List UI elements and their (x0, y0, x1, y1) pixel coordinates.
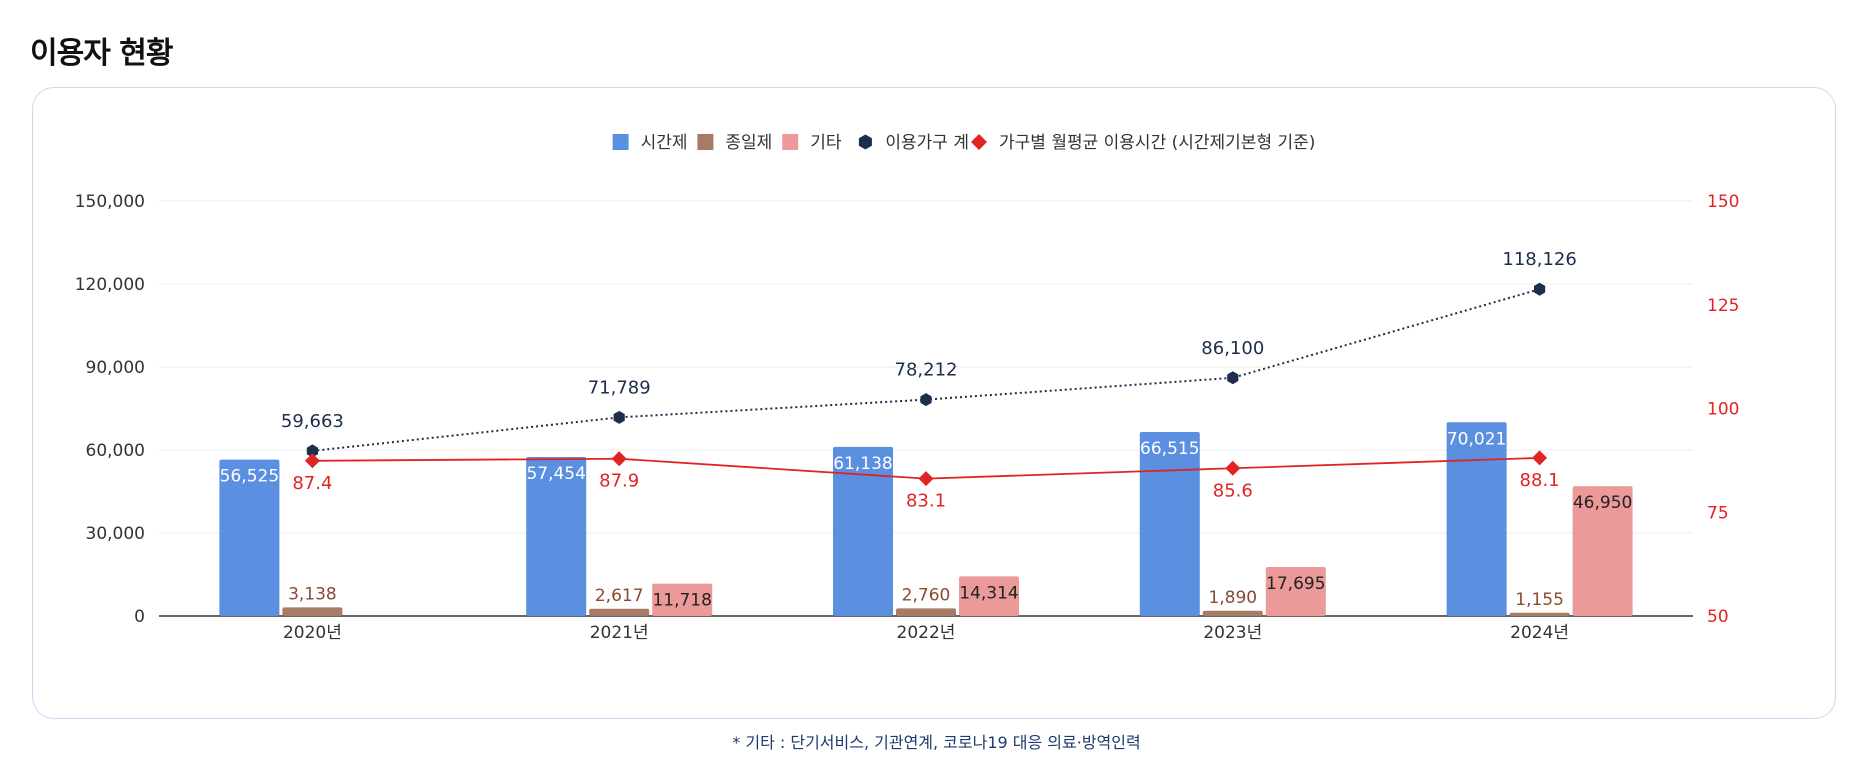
x-tick-label: 2021년 (590, 623, 649, 643)
households-data-label: 86,100 (1201, 338, 1264, 359)
y-left-tick-label: 60,000 (86, 441, 145, 461)
y-left-tick-label: 0 (134, 607, 145, 627)
x-tick-label: 2020년 (283, 623, 342, 643)
legend-swatch (697, 134, 714, 150)
bar (1139, 431, 1200, 616)
bar (219, 459, 280, 616)
hours-data-label: 87.9 (599, 471, 639, 492)
bar-data-label: 56,525 (220, 467, 279, 487)
bar-data-label: 11,718 (652, 591, 711, 611)
x-tick-label: 2024년 (1510, 623, 1569, 643)
bar (896, 608, 956, 616)
bar (1572, 486, 1633, 616)
legend-label: 기타 (810, 133, 842, 153)
households-marker (920, 393, 932, 407)
bar-data-label: 1,155 (1515, 590, 1564, 610)
bar (1202, 610, 1263, 616)
y-left-tick-label: 30,000 (86, 524, 145, 544)
bar (526, 457, 587, 616)
y-right-tick-label: 125 (1707, 296, 1739, 316)
bar (589, 608, 650, 616)
legend-label: 시간제 (641, 133, 688, 153)
hours-marker (918, 471, 934, 487)
bar-data-label: 17,695 (1266, 574, 1325, 594)
y-left-tick-label: 120,000 (75, 275, 145, 295)
combo-chart: 0 30,000 60,000 90,000 120,000 150,000 50 75 100… (75, 133, 1740, 643)
households-data-label: 71,789 (588, 377, 651, 398)
x-tick-label: 2022년 (897, 623, 956, 643)
bar (652, 583, 713, 616)
legend-label: 종일제 (725, 133, 772, 153)
bar (1265, 567, 1326, 616)
y-right-tick-label: 100 (1707, 400, 1739, 420)
legend-label: 이용가구 계 (885, 133, 969, 153)
legend-swatch (782, 134, 799, 150)
bar (282, 607, 343, 616)
y-right-tick-label: 75 (1707, 503, 1729, 523)
y-left-tick-label: 90,000 (86, 358, 145, 378)
bar-data-label: 2,617 (595, 586, 644, 606)
footnote: * 기타 : 단기서비스, 기관연계, 코로나19 대응 의료·방역인력 (732, 733, 1141, 752)
bar-data-label: 57,454 (526, 464, 585, 484)
legend-marker-hexagon (858, 134, 872, 150)
bar-data-label: 66,515 (1140, 439, 1199, 459)
households-data-label: 59,663 (281, 411, 344, 432)
bar (959, 576, 1019, 616)
bar-data-label: 3,138 (288, 584, 337, 604)
households-marker (1227, 371, 1239, 385)
page-title: 이용자 현황 (30, 36, 173, 71)
hours-data-label: 87.4 (292, 473, 332, 494)
hours-marker (611, 451, 627, 467)
households-data-label: 118,126 (1502, 249, 1576, 270)
chart-card: 0 30,000 60,000 90,000 120,000 150,000 50 75 100… (32, 87, 1836, 719)
hours-marker (1225, 460, 1241, 476)
bar-data-label: 2,760 (902, 585, 951, 605)
hours-data-label: 85.6 (1213, 480, 1253, 501)
households-marker (306, 444, 318, 458)
x-tick-label: 2023년 (1203, 623, 1262, 643)
y-left-tick-label: 150,000 (75, 192, 145, 212)
hours-marker (1532, 450, 1548, 466)
bar-data-label: 1,890 (1208, 588, 1257, 608)
bar-data-label: 46,950 (1573, 493, 1632, 513)
households-marker (613, 410, 625, 424)
legend-marker-diamond (971, 134, 987, 150)
y-right-tick-label: 50 (1707, 607, 1729, 627)
hours-data-label: 88.1 (1520, 470, 1560, 491)
hours-data-label: 83.1 (906, 491, 946, 512)
bar (833, 446, 893, 616)
bar-data-label: 14,314 (959, 583, 1018, 603)
bar (1509, 612, 1570, 616)
y-right-tick-label: 150 (1707, 192, 1739, 212)
bar-data-label: 70,021 (1447, 429, 1506, 449)
legend-label: 가구별 월평균 이용시간 (시간제기본형 기준) (999, 133, 1315, 153)
households-data-label: 78,212 (895, 360, 958, 381)
legend-swatch (612, 134, 629, 150)
hours-marker (304, 453, 320, 469)
bar-data-label: 61,138 (833, 454, 892, 474)
households-marker (1534, 282, 1546, 296)
bar (1446, 422, 1507, 616)
